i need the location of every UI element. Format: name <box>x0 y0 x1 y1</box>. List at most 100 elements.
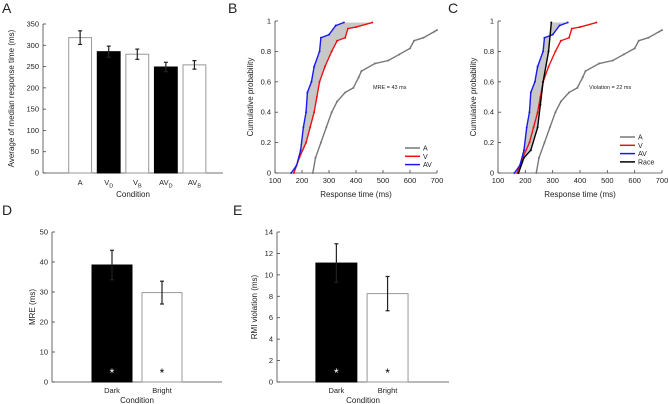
data-point <box>305 141 308 144</box>
y-tick-label: 0.2 <box>261 138 271 147</box>
x-tick-sub: D <box>169 184 173 190</box>
y-tick-label: 20 <box>40 318 48 327</box>
data-point <box>579 26 581 29</box>
data-point <box>536 111 539 114</box>
series-line-a <box>535 29 663 174</box>
shaded-difference-area <box>291 22 373 173</box>
y-tick-label: 200 <box>26 83 39 92</box>
x-axis-label: Condition <box>120 396 154 404</box>
data-point <box>529 91 532 94</box>
data-point <box>554 50 557 53</box>
annotation: MRE = 43 ms <box>373 85 407 91</box>
data-point <box>323 65 326 68</box>
x-tick-label: 500 <box>601 176 614 185</box>
y-tick-label: 2 <box>269 356 273 365</box>
data-point <box>344 36 347 39</box>
data-point <box>551 33 554 36</box>
x-tick-label: VB <box>133 178 142 190</box>
data-point <box>319 36 322 39</box>
y-axis-label: MRE (ms) <box>28 289 37 325</box>
data-point <box>319 141 322 144</box>
x-tick-label: Dark <box>104 386 120 395</box>
data-point <box>433 30 436 33</box>
y-tick-label: 50 <box>40 228 48 237</box>
data-point <box>387 59 390 62</box>
data-point <box>302 126 305 129</box>
data-point <box>533 80 536 83</box>
data-point <box>295 164 298 167</box>
data-point <box>299 149 302 152</box>
y-tick-label: 30 <box>40 288 48 297</box>
y-tick-label: 0 <box>267 169 271 178</box>
data-point <box>309 126 312 129</box>
y-tick-label: 0 <box>44 378 48 387</box>
data-point <box>306 91 309 94</box>
data-point <box>532 126 535 129</box>
data-point <box>661 29 663 32</box>
y-tick-label: 0.8 <box>261 47 271 56</box>
data-point <box>325 126 328 129</box>
x-tick-main: Dark <box>328 386 344 395</box>
panel-b: B 0 0.2 0.4 0.6 0.8 1 Cumulative probability Res… <box>228 0 443 199</box>
data-point <box>336 100 339 103</box>
data-point <box>310 80 313 83</box>
legend-label: AV <box>638 151 647 158</box>
data-point <box>344 91 347 94</box>
data-point <box>559 100 562 103</box>
y-tick-label: 40 <box>40 258 48 267</box>
x-axis-label: Condition <box>116 190 150 199</box>
data-point <box>658 30 661 33</box>
data-point <box>581 76 584 79</box>
data-point <box>413 39 416 42</box>
y-tick-label: 1 <box>490 17 494 26</box>
x-tick-main: Dark <box>104 386 120 395</box>
data-point <box>352 86 355 89</box>
panel-letter: C <box>448 0 458 16</box>
y-tick-label: 10 <box>40 348 48 357</box>
legend-label: A <box>423 146 428 153</box>
data-point <box>558 24 561 27</box>
data-point <box>357 76 360 79</box>
panel-letter: A <box>2 0 12 16</box>
y-tick-label: 250 <box>26 62 39 71</box>
bar <box>91 264 133 383</box>
panel-c: C 0 0.2 0.4 0.6 0.8 1 Cumulative probability Res… <box>448 0 668 199</box>
panel-letter: E <box>233 202 242 218</box>
x-tick-label: 100 <box>269 176 282 185</box>
data-point <box>570 27 573 30</box>
y-tick-label: 0.4 <box>261 108 271 117</box>
y-tick-label: 50 <box>31 147 39 156</box>
y-tick-label: 12 <box>265 249 273 258</box>
data-point <box>371 21 374 24</box>
y-tick-label: 1 <box>267 17 271 26</box>
y-tick-label: 14 <box>265 228 273 237</box>
x-tick-sub: B <box>197 184 201 190</box>
bar <box>153 66 178 174</box>
annotation: Violation = 22 ms <box>589 85 631 91</box>
data-point <box>568 91 571 94</box>
x-axis-label: Condition <box>346 396 380 404</box>
data-point <box>305 111 308 114</box>
data-point <box>360 70 363 73</box>
bar <box>125 53 150 174</box>
y-axis-label: Average of median response time (ms) <box>7 29 16 167</box>
data-point <box>436 29 438 32</box>
panel-e: E 0 2 4 6 8 10 12 14 RMI violation (ms) ConditionD… <box>233 202 449 404</box>
panel-letter: D <box>2 202 12 218</box>
x-tick-main: AV <box>159 178 168 187</box>
y-tick-label: 300 <box>26 41 39 50</box>
data-point <box>313 111 316 114</box>
data-point <box>525 126 528 129</box>
significance-marker: * <box>385 366 390 380</box>
y-tick-label: 0.4 <box>484 108 494 117</box>
data-point <box>547 50 550 53</box>
series-line-race <box>517 22 552 174</box>
data-point <box>330 111 333 114</box>
significance-marker: * <box>160 366 165 380</box>
data-point <box>522 156 525 159</box>
data-point <box>355 26 357 29</box>
data-point <box>346 27 349 30</box>
x-tick-label: 700 <box>431 176 444 185</box>
